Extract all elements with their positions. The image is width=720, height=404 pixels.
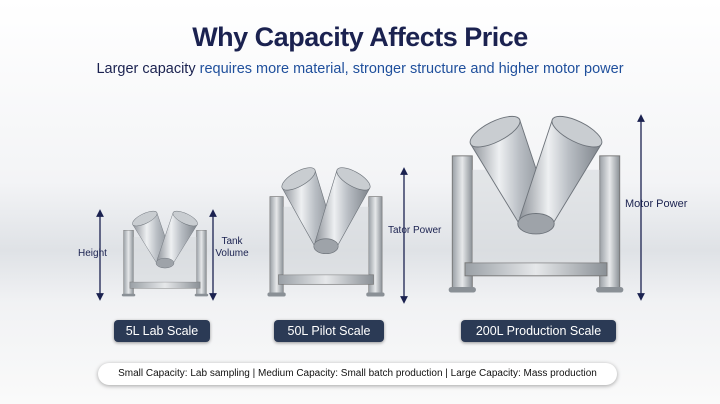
annotation: Height: [78, 248, 107, 259]
footer: Small Capacity: Lab sampling | Medium Ca…: [98, 363, 617, 385]
machine-medium: [267, 166, 385, 297]
annotation: Motor Power: [625, 198, 688, 210]
annotation: Tator Power: [388, 225, 442, 236]
scale-label: 5L Lab Scale: [114, 320, 210, 342]
machine-small: [121, 210, 209, 297]
subtitle-lead: Larger capacity: [96, 61, 196, 77]
annotation: Tank Volume: [215, 236, 249, 259]
subtitle: Larger capacity requires more material, …: [0, 61, 720, 77]
scale-label: 200L Production Scale: [461, 320, 616, 342]
machine-large: [448, 114, 624, 294]
title: Why Capacity Affects Price: [192, 22, 528, 52]
scale-label: 50L Pilot Scale: [274, 320, 384, 342]
dimension-lines: [96, 114, 645, 304]
subtitle-rest: requires more material, stronger structu…: [199, 61, 624, 77]
